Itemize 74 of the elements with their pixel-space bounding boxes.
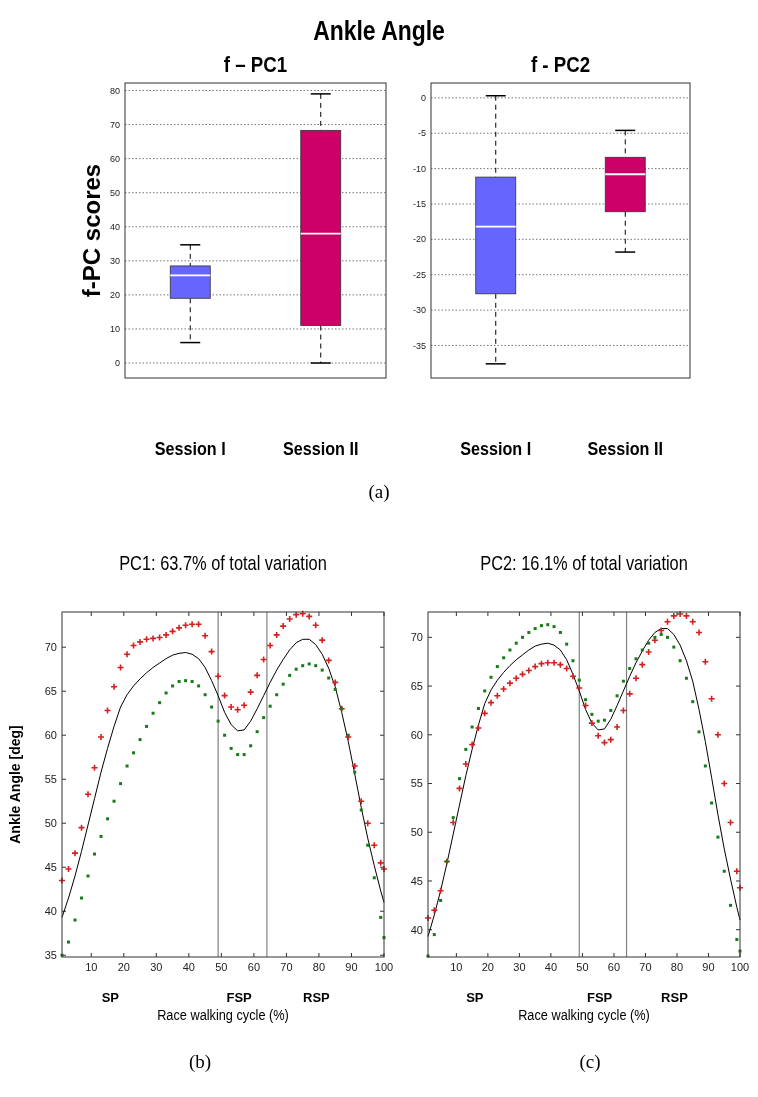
text: (b) (188, 1051, 212, 1073)
x-tick-label: 10 (85, 961, 98, 973)
y-tick-label: 50 (44, 817, 57, 830)
y-tick-label: 20 (109, 290, 120, 301)
text: (c) (579, 1051, 601, 1073)
x-tick-label: 50 (215, 961, 228, 973)
y-tick-label: 80 (109, 85, 120, 96)
y-tick-label: 55 (410, 777, 423, 790)
y-tick-label: -5 (417, 128, 426, 139)
text: RSP (661, 990, 689, 1005)
chart-subtitle: f – PC1 (223, 52, 288, 77)
y-tick-label: -25 (412, 269, 426, 280)
y-tick-label: 45 (44, 861, 57, 874)
x-tick-label: 90 (345, 961, 358, 973)
x-tick-label: 40 (182, 961, 195, 973)
y-tick-label: 10 (109, 324, 120, 335)
text: RSP (303, 990, 331, 1005)
x-tick-label: 90 (702, 961, 715, 973)
x-tick-label: 30 (513, 961, 526, 973)
x-tick-label: Session II (587, 437, 663, 460)
y-tick-label: 40 (44, 905, 57, 918)
y-tick-label: 50 (109, 187, 120, 198)
y-tick-label: 30 (109, 255, 120, 266)
y-tick-label: -30 (412, 305, 426, 316)
x-tick-label: 20 (117, 961, 130, 973)
x-tick-label: 40 (544, 961, 558, 973)
x-tick-label: 100 (374, 961, 394, 973)
y-tick-label: -10 (412, 163, 426, 174)
y-tick-label: 55 (44, 773, 57, 786)
x-tick-label: 80 (312, 961, 326, 973)
chart-title: Ankle Angle (313, 15, 445, 46)
x-tick-label: 70 (280, 961, 293, 973)
x-tick-label: 10 (450, 961, 463, 973)
x-tick-label: 50 (576, 961, 589, 973)
y-tick-label: 40 (109, 221, 120, 232)
y-tick-label: 0 (114, 358, 120, 369)
y-tick-label: 60 (109, 153, 120, 164)
x-tick-label: Session II (283, 437, 359, 460)
x-tick-label: 100 (730, 961, 750, 973)
y-axis-title: f-PC scores (78, 163, 105, 298)
x-axis-title: Race walking cycle (%) (518, 1005, 650, 1024)
y-tick-label: 65 (44, 685, 57, 698)
y-tick-label: 40 (410, 923, 423, 936)
y-tick-label: 65 (410, 679, 423, 692)
x-tick-label: 60 (247, 961, 261, 973)
y-axis-title: Ankle Angle [deg] (7, 725, 23, 844)
text: SP (101, 990, 120, 1005)
y-tick-label: -15 (412, 199, 426, 210)
y-tick-label: 50 (410, 826, 423, 839)
y-tick-label: -20 (412, 234, 426, 245)
x-tick-label: 70 (639, 961, 652, 973)
y-tick-label: 60 (410, 728, 423, 741)
text: FSP (226, 990, 253, 1005)
text: FSP (586, 990, 613, 1005)
x-tick-label: 80 (670, 961, 684, 973)
y-tick-label: 70 (109, 119, 120, 130)
x-tick-label: 20 (481, 961, 494, 973)
y-tick-label: 70 (410, 631, 423, 644)
chart-title: PC1: 63.7% of total variation (119, 551, 327, 575)
chart-subtitle: f - PC2 (530, 52, 591, 77)
x-tick-label: Session I (154, 437, 226, 460)
x-tick-label: Session I (460, 437, 532, 460)
text: (a) (368, 481, 390, 503)
x-tick-label: 60 (607, 961, 621, 973)
chart-title: PC2: 16.1% of total variation (480, 551, 688, 575)
y-tick-label: 70 (44, 641, 57, 654)
y-tick-label: 35 (44, 949, 57, 962)
y-tick-label: 0 (420, 93, 426, 104)
text: SP (466, 990, 484, 1005)
y-tick-label: 45 (410, 874, 423, 887)
x-axis-title: Race walking cycle (%) (157, 1005, 289, 1024)
x-tick-label: 30 (150, 961, 163, 973)
y-tick-label: 60 (44, 729, 57, 742)
y-tick-label: -35 (412, 340, 426, 351)
